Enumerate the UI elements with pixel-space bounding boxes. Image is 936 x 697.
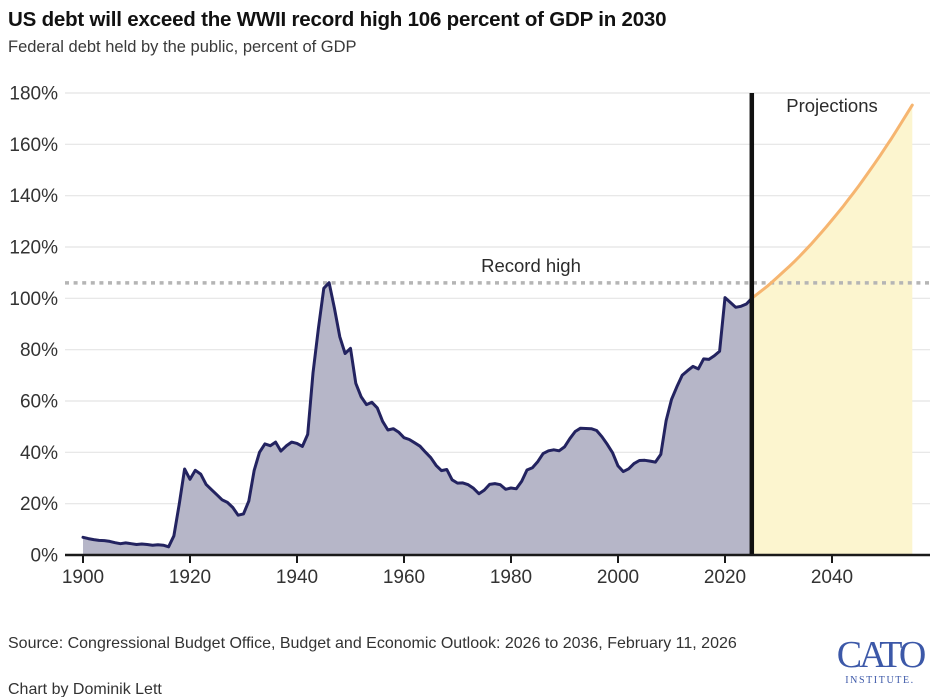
x-axis-label: 1900 [62, 567, 104, 588]
y-axis-label: 40% [20, 443, 58, 464]
y-axis-label: 120% [9, 238, 58, 259]
x-axis-label: 2000 [597, 567, 639, 588]
y-axis-label: 160% [9, 135, 58, 156]
x-axis-label: 1920 [169, 567, 211, 588]
chart-area: 0% 20% 40% 60% 80% 100% 120% 140% 160% 180% 1900 19… [0, 72, 936, 600]
y-axis-label: 80% [20, 340, 58, 361]
source-text: Source: Congressional Budget Office, Bud… [8, 635, 737, 652]
x-axis-label: 1960 [383, 567, 425, 588]
cato-institute-label: INSTITUTE. [845, 675, 915, 686]
y-axis-label: 20% [20, 494, 58, 515]
chart-subtitle: Federal debt held by the public, percent… [8, 38, 357, 56]
historical-line [81, 281, 754, 549]
historical-area [83, 282, 752, 555]
projection-line [750, 103, 914, 300]
chart-title: US debt will exceed the WWII record high… [8, 8, 667, 31]
cato-logo: CATO INSTITUTE. [830, 636, 930, 686]
x-axis-label: 2020 [704, 567, 746, 588]
projections-label: Projections [786, 95, 878, 116]
y-axis-label: 0% [31, 546, 59, 567]
x-axis-label: 1980 [490, 567, 532, 588]
y-axis-label: 100% [9, 289, 58, 310]
x-axis-label: 2040 [811, 567, 853, 588]
debt-chart-svg: 0% 20% 40% 60% 80% 100% 120% 140% 160% 180% 1900 19… [9, 84, 930, 588]
y-axis-label: 140% [9, 186, 58, 207]
x-axis-label: 1940 [276, 567, 318, 588]
record-high-label: Record high [481, 255, 581, 276]
credit-text: Chart by Dominik Lett [8, 681, 162, 697]
cato-wordmark: CATO [836, 634, 927, 676]
y-axis-label: 180% [9, 84, 58, 105]
y-axis-label: 60% [20, 392, 58, 413]
projection-area [751, 105, 913, 555]
